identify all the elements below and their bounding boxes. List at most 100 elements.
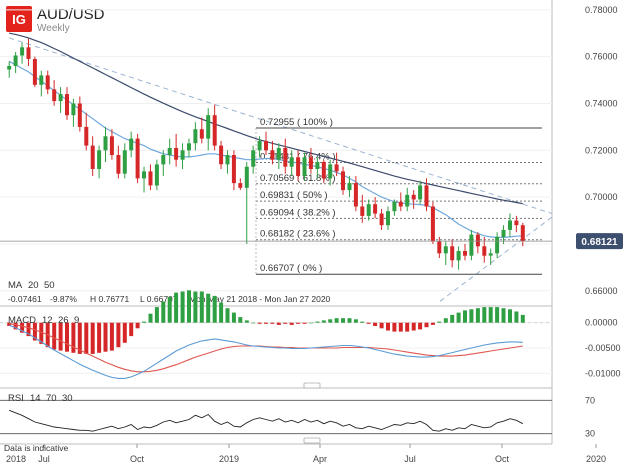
candle-body — [405, 194, 410, 207]
macd-hist-bar — [206, 293, 211, 323]
candle — [148, 164, 153, 191]
macd-collapse-handle[interactable] — [303, 382, 321, 389]
macd-param-fast: 12 — [42, 315, 53, 326]
candle — [20, 42, 25, 64]
candle — [109, 129, 114, 160]
price-gridlines — [0, 9, 552, 292]
candle-body — [77, 103, 82, 127]
candle-body — [244, 166, 249, 188]
macd-hist-bar — [475, 308, 480, 323]
macd-hist-bar — [103, 322, 108, 352]
candle — [225, 150, 230, 174]
candle-body — [257, 140, 262, 151]
rsi-collapse-handle[interactable] — [303, 437, 321, 444]
candle — [103, 126, 108, 163]
macd-hist-bar — [341, 318, 345, 323]
macd-hist-bar — [386, 322, 390, 331]
candle-body — [386, 211, 390, 226]
macd-param-signal: 9 — [74, 315, 79, 326]
candle-body — [26, 47, 31, 59]
candle — [270, 140, 275, 165]
candle — [469, 229, 474, 261]
macd-hist-bar — [469, 309, 474, 323]
candle — [334, 152, 339, 177]
candle — [411, 190, 416, 209]
macd-hist-bar — [508, 309, 512, 323]
macd-hist-bar — [77, 322, 82, 354]
candle-body — [71, 103, 76, 116]
candle-body — [187, 143, 191, 151]
candle-body — [212, 115, 217, 146]
candle-body — [437, 241, 442, 254]
candle-body — [328, 164, 333, 179]
candle-body — [469, 234, 474, 256]
macd-hist-bar — [84, 322, 89, 354]
macd-hist-bar — [437, 321, 442, 323]
candle-body — [116, 155, 121, 174]
macd-hist-bar — [360, 321, 365, 323]
candle-body — [398, 201, 403, 207]
macd-hist-bar — [270, 322, 275, 324]
macd-hist-bar — [167, 297, 172, 323]
candle-body — [450, 246, 455, 261]
candle-body — [514, 220, 519, 226]
stat-low: L 0.66707 — [140, 294, 178, 304]
rsi-gridlines — [0, 399, 552, 435]
price-tick-label: 0.72000 — [585, 145, 618, 155]
candle-body — [501, 229, 506, 237]
macd-hist-bar — [308, 322, 313, 324]
candle — [321, 159, 326, 184]
time-tick-label: Jul — [38, 454, 50, 464]
candle — [174, 133, 179, 167]
macd-param-slow: 26 — [58, 315, 69, 326]
candle — [244, 162, 249, 244]
candle-body — [238, 183, 243, 188]
macd-hist-bar — [251, 322, 256, 324]
candle-body — [508, 220, 512, 230]
candle — [45, 70, 50, 95]
stat-change: -0.07461 — [8, 294, 42, 304]
candle-body — [199, 129, 204, 139]
macd-hist-bar — [398, 322, 403, 332]
macd-hist-bar — [482, 307, 487, 323]
candle — [488, 248, 493, 266]
candle-body — [430, 206, 435, 242]
candle — [251, 145, 256, 174]
candle-body — [270, 150, 275, 160]
candle — [257, 136, 262, 158]
candle-body — [97, 150, 102, 169]
candle — [65, 87, 69, 120]
candle-body — [7, 66, 12, 70]
macd-hist-bar — [315, 321, 320, 323]
macd-lines — [8, 323, 523, 379]
price-stats: -0.07461 -9.87% H 0.76771 L 0.66707 Mon … — [8, 294, 331, 304]
macd-hist-bar — [495, 307, 500, 323]
time-tick-label: 2020 — [586, 454, 606, 464]
candle — [386, 206, 390, 230]
macd-hist-bar — [283, 322, 288, 324]
candle-body — [463, 251, 467, 256]
time-tick-label: Jul — [404, 454, 416, 464]
candle — [193, 122, 198, 151]
candle — [308, 147, 313, 174]
macd-hist-bar — [97, 322, 102, 353]
macd-main-line — [8, 324, 523, 379]
candle — [283, 138, 288, 174]
macd-tick-label: -0.01000 — [585, 368, 621, 378]
candle-body — [135, 138, 140, 179]
time-tick-label: 2018 — [6, 454, 26, 464]
candle-body — [154, 164, 159, 186]
time-tick-label: Oct — [495, 454, 510, 464]
candle-body — [32, 59, 37, 85]
macd-hist-bar — [65, 322, 69, 352]
candle-body — [84, 126, 89, 146]
price-tick-label: 0.78000 — [585, 5, 618, 15]
ma20-line — [8, 60, 523, 238]
macd-hist-bar — [366, 322, 371, 324]
candle — [154, 159, 159, 191]
rsi-label: RSI — [8, 393, 24, 404]
candle — [353, 176, 358, 212]
macd-hist-bar — [334, 318, 339, 323]
candle-body — [52, 89, 57, 102]
